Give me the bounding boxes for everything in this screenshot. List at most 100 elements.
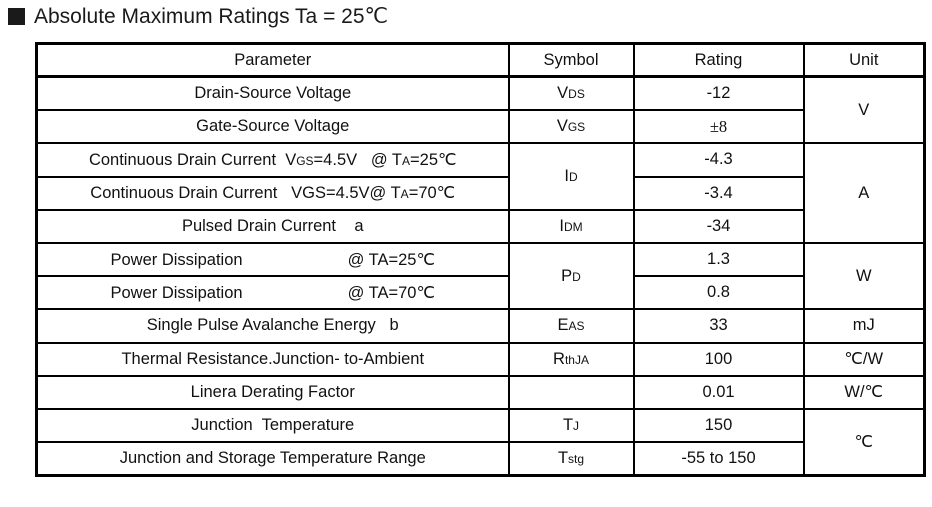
subscript-text: DM [563,219,583,234]
cell-text: @ TA=70℃ [347,283,435,302]
rating-cell: -4.3 [632,142,805,178]
header-unit: Unit [802,42,926,78]
cell-text: =25℃ [410,150,457,169]
ratings-table-body: Drain-Source Voltage VDS -12 V Gate-Source V… [35,75,926,477]
table-row: Drain-Source Voltage VDS -12 V [35,75,926,145]
parameter-cell: Power Dissipation @ TA=25℃ [35,241,510,278]
spacer [243,297,348,298]
unit-cell: W [802,241,926,311]
parameter-cell: Single Pulse Avalanche Energy b [35,308,510,344]
cell-text: T [557,449,569,468]
subscript-text: J [573,418,580,433]
rating-cell: 33 [632,308,805,344]
table-row: Gate-Source Voltage VGS ±8 [35,109,925,145]
table-row: Continuous Drain Current VGS=4.5V@ TA=70… [35,175,925,211]
rating-cell: 100 [632,341,805,377]
cell-text: Power Dissipation [110,283,243,302]
rating-cell: 0.01 [632,374,805,410]
cell-text: V [557,84,569,103]
cell-text: T [562,415,574,434]
subscript-text: D [568,170,578,185]
subscript-text: DS [568,87,585,102]
table-row: Continuous Drain Current VGS=4.5V @ TA=2… [35,142,926,244]
symbol-cell: VGS [507,109,635,145]
unit-cell: W/℃ [802,374,926,410]
rating-cell: -34 [632,208,805,244]
cell-text: Thermal Resistance.Junction- to-Ambient [121,349,425,368]
symbol-cell [507,374,635,410]
parameter-cell: Drain-Source Voltage [35,75,510,112]
subscript-text: thJA [564,352,589,367]
cell-text: I [559,216,564,235]
black-square-icon [8,8,25,25]
table-row: Junction and Storage Temperature Range Ts… [35,441,925,477]
table-row: Linera Derating Factor 0.01 W/℃ [35,374,926,410]
parameter-cell: Continuous Drain Current VGS=4.5V@ TA=70… [35,175,510,211]
cell-text: Power Dissipation [110,250,243,269]
table-row: Power Dissipation @ TA=25℃ PD 1.3 W [35,241,926,311]
table-row: Junction Temperature TJ 150 ℃ [35,407,926,477]
rating-cell: -12 [632,75,805,112]
cell-text: P [561,266,573,285]
subscript-text: A [402,153,411,168]
subscript-text: D [572,269,581,284]
cell-text: Continuous Drain Current VGS=4.5V@ T [90,184,401,203]
parameter-cell: Pulsed Drain Current a [35,208,510,244]
rating-cell: ±8 [632,109,805,145]
symbol-cell: TJ [507,407,635,444]
rating-cell: 0.8 [632,275,805,311]
cell-text: E [557,316,569,335]
rating-cell: 1.3 [632,241,805,278]
header-symbol: Symbol [507,42,635,78]
cell-text: Single Pulse Avalanche Energy b [146,316,399,335]
header-parameter: Parameter [35,42,510,78]
parameter-cell: Junction Temperature [35,407,510,444]
symbol-cell: EAS [507,308,635,344]
absolute-maximum-ratings-table: Parameter Symbol Rating Unit Drain-Sourc… [35,42,926,478]
cell-text: V [556,117,568,136]
cell-text: =4.5V @ T [313,150,402,169]
table-header-row: Parameter Symbol Rating Unit [35,42,926,78]
header-rating: Rating [632,42,805,78]
subscript-text: stg [568,452,585,467]
parameter-cell: Thermal Resistance.Junction- to-Ambient [35,341,510,377]
cell-text: Junction Temperature [191,415,355,434]
cell-text: Pulsed Drain Current a [181,216,364,235]
unit-cell: ℃/W [802,341,926,377]
symbol-cell: IDM [507,208,635,244]
parameter-cell: Linera Derating Factor [35,374,510,410]
unit-cell: A [802,142,926,244]
parameter-cell: Junction and Storage Temperature Range [35,441,510,477]
cell-text: Linera Derating Factor [190,382,355,401]
table-row: Single Pulse Avalanche Energy b EAS 33 mJ [35,308,926,344]
subscript-text: GS [296,153,314,168]
section-title-text: Absolute Maximum Ratings Ta = 25℃ [34,5,389,28]
section-title: Absolute Maximum Ratings Ta = 25℃ [8,4,388,29]
cell-text: Junction and Storage Temperature Range [119,449,426,468]
symbol-cell: VDS [507,75,635,112]
symbol-cell: ID [507,142,635,211]
rating-cell: 150 [632,407,805,444]
cell-text: R [553,349,565,368]
unit-cell: V [802,75,926,145]
unit-cell: ℃ [802,407,926,477]
cell-text: @ TA=25℃ [347,250,435,269]
subscript-text: GS [567,120,586,135]
symbol-cell: RthJA [507,341,635,377]
rating-cell: -55 to 150 [632,441,805,477]
symbol-cell: PD [507,241,635,311]
spacer [243,264,348,265]
table-row: Pulsed Drain Current a IDM -34 [35,208,925,244]
cell-text: =70℃ [408,184,456,203]
subscript-text: AS [568,319,585,334]
symbol-cell: Tstg [507,441,635,477]
cell-text: Drain-Source Voltage [194,84,352,103]
table-row: Power Dissipation @ TA=70℃ 0.8 [35,275,925,311]
parameter-cell: Gate-Source Voltage [35,109,510,145]
parameter-cell: Continuous Drain Current VGS=4.5V @ TA=2… [35,142,510,178]
parameter-cell: Power Dissipation @ TA=70℃ [35,275,510,311]
rating-cell: -3.4 [632,175,805,211]
cell-text: Gate-Source Voltage [196,117,350,136]
cell-text: I [564,167,569,186]
